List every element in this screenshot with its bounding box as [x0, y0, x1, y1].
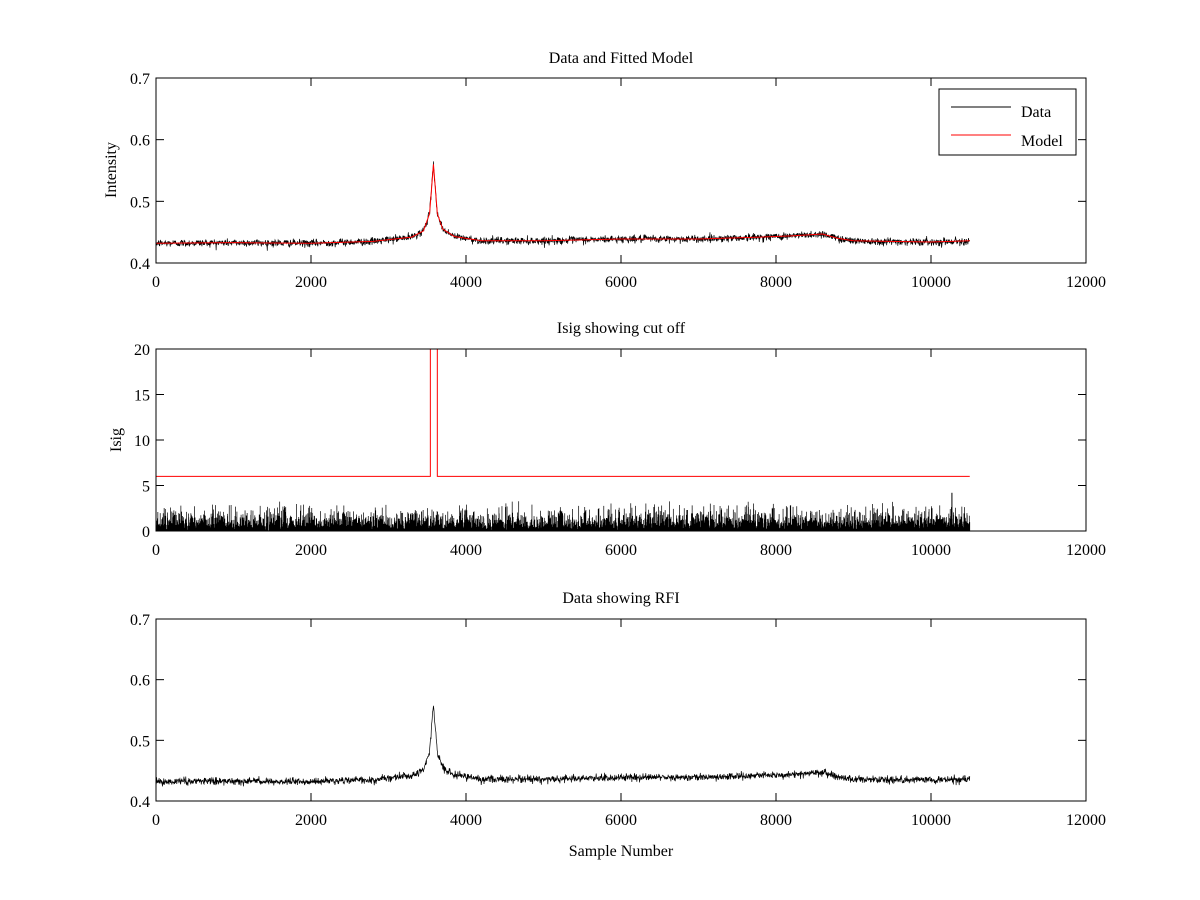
x-tick-label: 12000 — [1066, 542, 1106, 559]
x-tick-label: 8000 — [760, 274, 792, 291]
y-tick-label: 0.5 — [130, 733, 150, 750]
y-tick-label: 0.4 — [130, 256, 150, 273]
x-tick-label: 8000 — [760, 542, 792, 559]
x-tick-label: 6000 — [605, 274, 637, 291]
legend-label-data: Data — [1021, 104, 1051, 121]
x-tick-label: 6000 — [605, 812, 637, 829]
x-tick-label: 8000 — [760, 812, 792, 829]
x-tick-label: 10000 — [911, 274, 951, 291]
x-tick-label: 0 — [152, 812, 160, 829]
subplot-title: Data and Fitted Model — [549, 50, 694, 67]
x-tick-label: 4000 — [450, 274, 482, 291]
legend: Data Model — [938, 88, 1077, 156]
y-tick-label: 0.7 — [130, 612, 150, 629]
legend-box — [938, 88, 1077, 156]
plot-area: 0 2000 4000 6000 8000 10000 12000 0.4 0.5 0.6 0.7 — [130, 71, 1106, 291]
x-tick-label: 2000 — [295, 542, 327, 559]
x-axis-label: Sample Number — [569, 843, 674, 860]
series-spikes-isig — [156, 501, 971, 531]
y-axis-label: Isig — [108, 428, 125, 452]
subplot-isig-showing-cut-off: Isig showing cut off Isig 0 2000 4000 6000 8… — [108, 320, 1106, 559]
legend-label-model: Model — [1021, 133, 1063, 150]
y-tick-label: 0.4 — [130, 794, 150, 811]
y-tick-label: 20 — [134, 342, 150, 359]
subplot-data-showing-rfi: Data showing RFI 0 2000 4000 6000 8000 10000 1… — [130, 590, 1106, 860]
subplot-title: Isig showing cut off — [557, 320, 686, 337]
series-group — [156, 161, 971, 251]
y-tick-label: 0.5 — [130, 194, 150, 211]
x-tick-label: 4000 — [450, 542, 482, 559]
y-tick-label: 15 — [134, 388, 150, 405]
x-tick-label: 0 — [152, 542, 160, 559]
x-tick-label: 2000 — [295, 274, 327, 291]
x-tick-label: 12000 — [1066, 812, 1106, 829]
y-axis-label: Intensity — [103, 142, 120, 198]
y-tick-label: 10 — [134, 433, 150, 450]
plot-area: 0 2000 4000 6000 8000 10000 12000 0 5 10 15 20 — [134, 342, 1106, 559]
y-tick-label: 5 — [142, 479, 150, 496]
x-tick-label: 4000 — [450, 812, 482, 829]
x-tick-label: 2000 — [295, 812, 327, 829]
y-tick-label: 0.6 — [130, 673, 150, 690]
x-tick-label: 12000 — [1066, 274, 1106, 291]
x-tick-label: 0 — [152, 274, 160, 291]
series-group — [156, 349, 971, 531]
subplot-data-and-fitted-model: Data and Fitted Model Intensity 0 2000 400… — [103, 50, 1106, 291]
y-tick-label: 0.6 — [130, 133, 150, 150]
x-tick-label: 6000 — [605, 542, 637, 559]
y-tick-label: 0.7 — [130, 71, 150, 88]
plot-area: 0 2000 4000 6000 8000 10000 12000 0.4 0.5 0.6 0.7 — [130, 612, 1106, 829]
series-line-model — [156, 164, 970, 244]
subplot-title: Data showing RFI — [562, 590, 679, 607]
x-tick-label: 10000 — [911, 542, 951, 559]
x-tick-label: 10000 — [911, 812, 951, 829]
series-line-data — [156, 705, 971, 787]
y-tick-label: 0 — [142, 524, 150, 541]
series-group — [156, 705, 971, 787]
series-line-cut-off — [156, 349, 970, 477]
